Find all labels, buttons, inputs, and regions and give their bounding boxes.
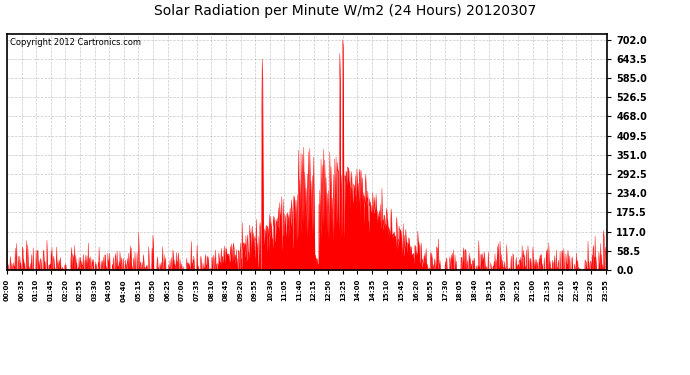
Text: Solar Radiation per Minute W/m2 (24 Hours) 20120307: Solar Radiation per Minute W/m2 (24 Hour…	[154, 4, 536, 18]
Text: Copyright 2012 Cartronics.com: Copyright 2012 Cartronics.com	[10, 39, 141, 48]
